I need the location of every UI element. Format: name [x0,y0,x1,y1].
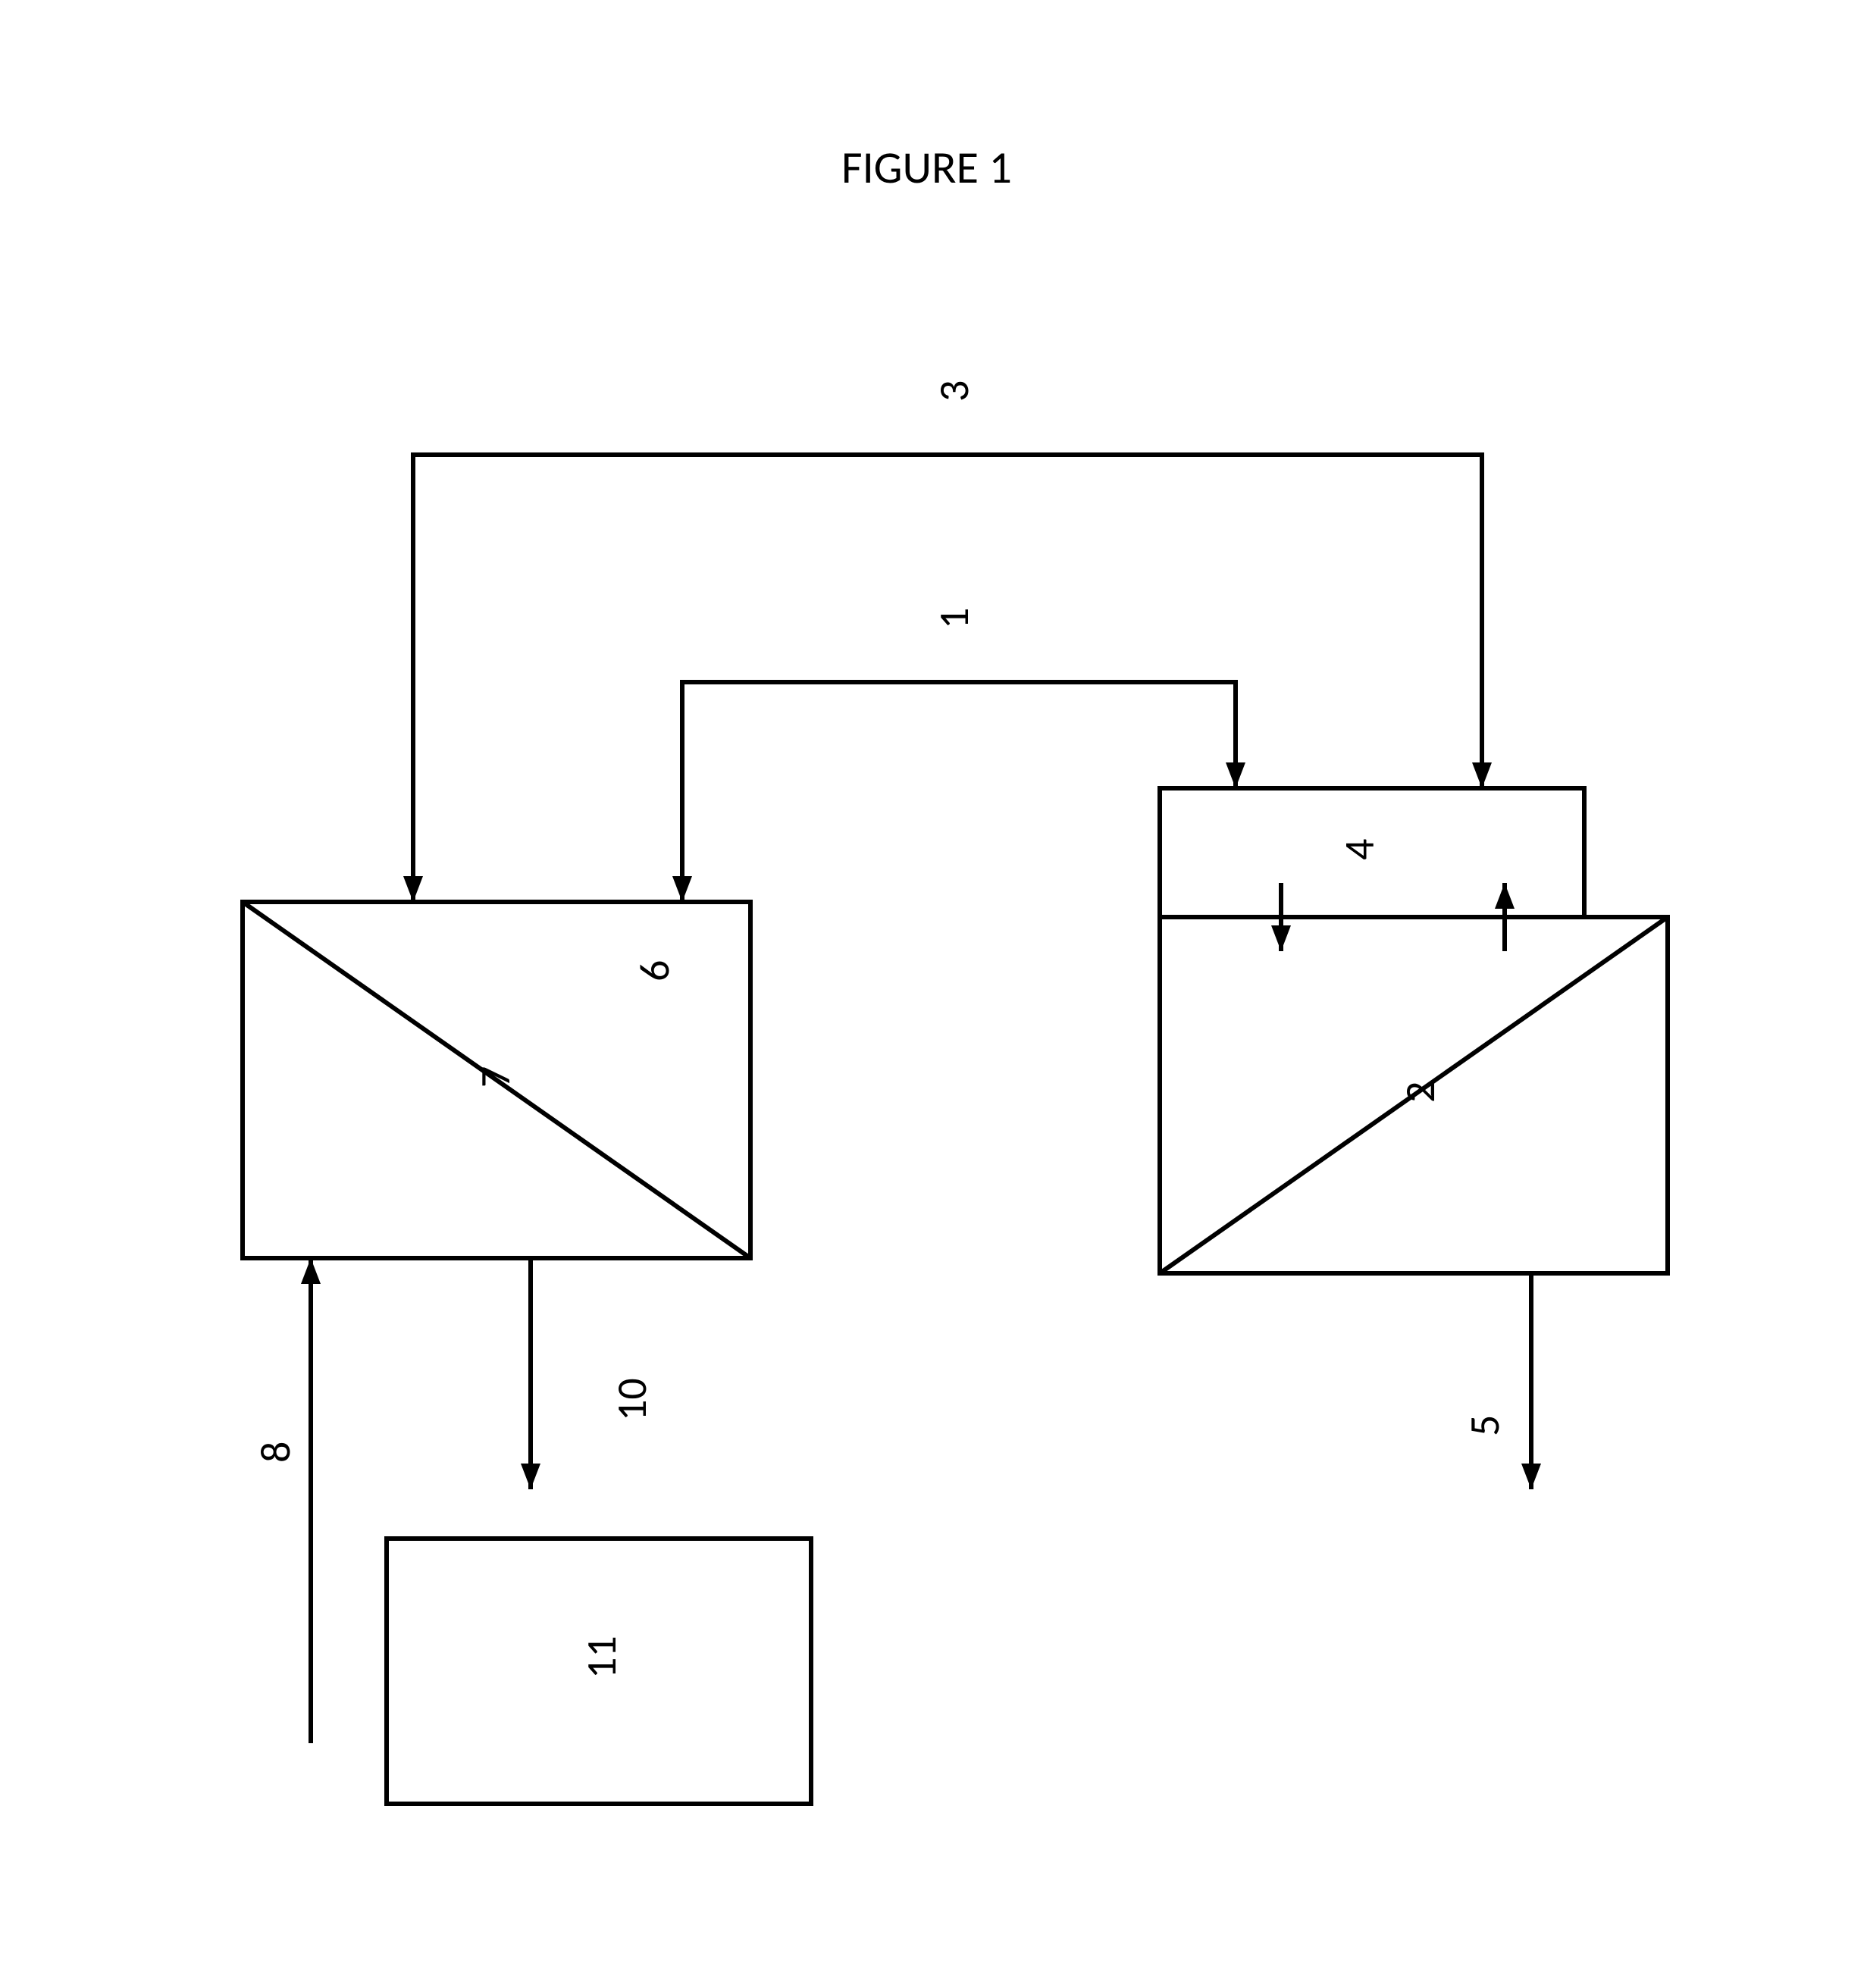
figure-canvas: FIGURE 1 1 2 3 4 5 6 7 8 10 11 [0,0,1867,1988]
label-8: 8 [250,1442,302,1463]
label-4: 4 [1334,839,1386,860]
label-5: 5 [1459,1415,1511,1436]
label-1: 1 [929,608,980,629]
diagram-svg [0,0,1867,1988]
label-2: 2 [1395,1082,1446,1103]
label-11: 11 [576,1636,628,1679]
label-10: 10 [606,1378,658,1421]
label-6: 6 [629,960,681,981]
label-7: 7 [470,1066,522,1088]
label-3: 3 [929,380,980,402]
